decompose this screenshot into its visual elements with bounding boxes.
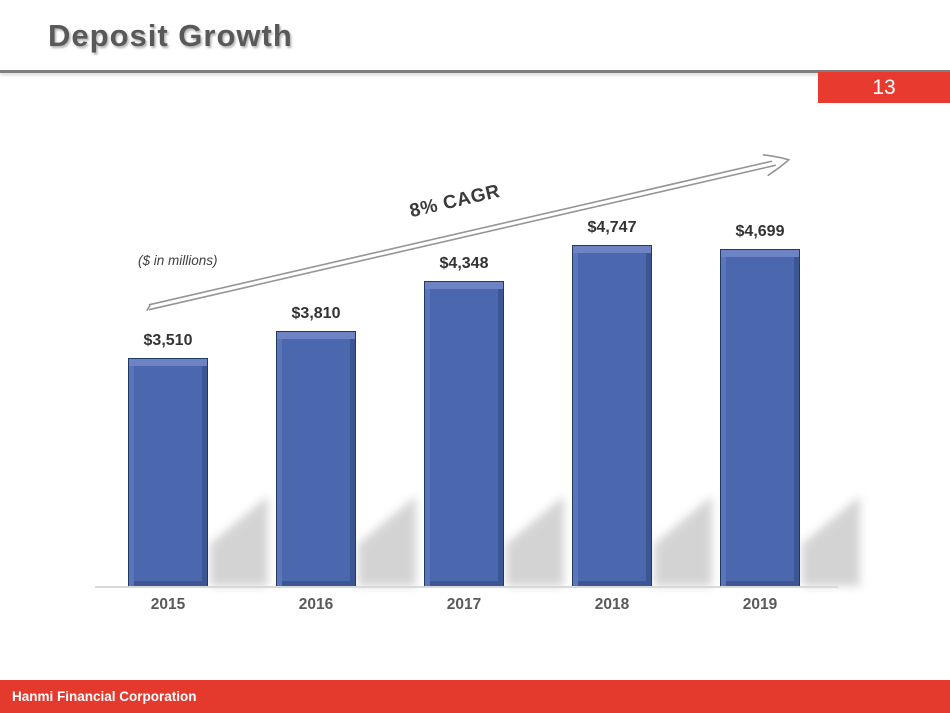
bar-shadow [654,496,712,586]
bar-2019 [720,249,800,587]
value-label-2017: $4,348 [439,255,489,272]
value-label-2018: $4,747 [587,219,637,236]
page-number: 13 [872,75,896,99]
value-label-2016: $3,810 [291,305,341,322]
bar-2016 [276,331,356,587]
cagr-annotation: 8% CAGR [407,180,503,223]
value-label-2019: $4,699 [735,223,785,240]
bar-shadow [802,496,860,586]
category-label-2018: 2018 [594,596,630,613]
bar-shadow [358,496,416,586]
x-axis-line [95,586,838,588]
footer-company-name: Hanmi Financial Corporation [12,689,197,704]
category-label-2016: 2016 [298,596,334,613]
category-label-2019: 2019 [742,596,778,613]
units-note: ($ in millions) [138,253,218,268]
page-title: Deposit Growth [48,18,293,53]
page-number-badge: 13 [818,72,950,103]
footer-bar: Hanmi Financial Corporation [0,680,950,713]
bar-2018 [572,245,652,587]
category-label-2015: 2015 [150,596,186,613]
category-label-2017: 2017 [446,596,482,613]
bar-shadow [506,496,564,586]
value-label-2015: $3,510 [143,332,193,349]
header-divider [0,70,950,73]
bar-2017 [424,281,504,587]
bar-shadow [210,496,268,586]
bar-2015 [128,358,208,587]
